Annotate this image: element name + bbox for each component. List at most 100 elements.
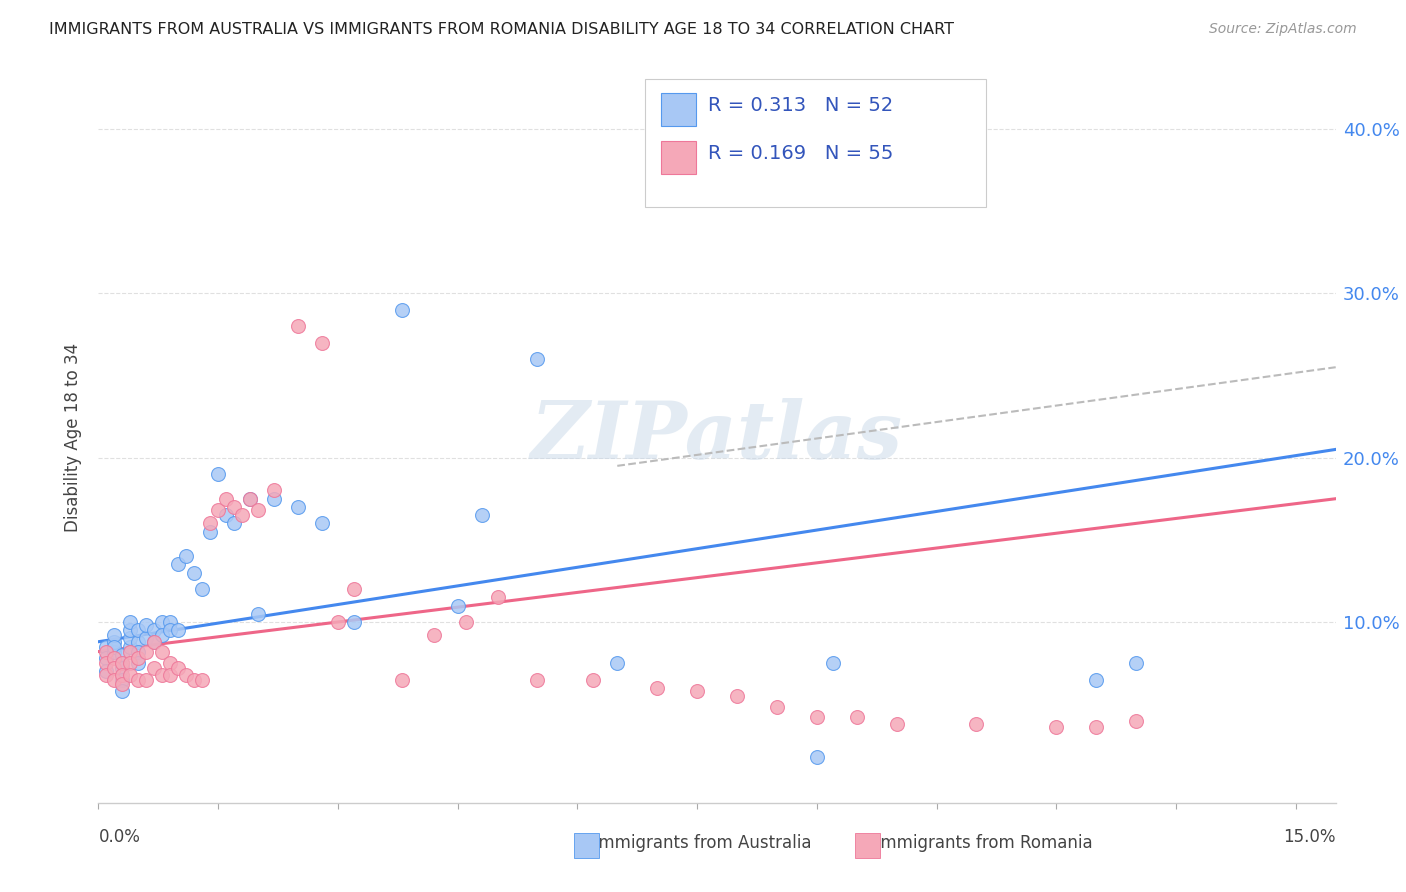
Point: [111, 656, 134, 670]
Point: [96, 640, 118, 654]
Point: [224, 500, 246, 514]
Point: [966, 717, 988, 731]
Point: [159, 624, 181, 638]
Point: [454, 615, 477, 629]
Point: [207, 467, 229, 481]
Point: [120, 615, 142, 629]
Point: [143, 634, 166, 648]
Point: [135, 632, 157, 646]
Point: [1125, 714, 1147, 728]
Point: [143, 661, 166, 675]
Point: [111, 677, 134, 691]
Point: [1085, 673, 1108, 687]
Point: [159, 667, 181, 681]
Point: [263, 483, 285, 498]
Text: 0.0%: 0.0%: [98, 828, 141, 846]
Point: [311, 335, 333, 350]
Point: [143, 624, 166, 638]
Point: [886, 717, 908, 731]
Point: [120, 624, 142, 638]
Text: ZIPatlas: ZIPatlas: [531, 399, 903, 475]
Point: [766, 700, 789, 714]
Point: [111, 673, 134, 687]
Point: [103, 634, 125, 648]
Point: [287, 500, 309, 514]
Point: [231, 508, 253, 523]
Point: [686, 684, 709, 698]
Point: [239, 491, 262, 506]
Point: [526, 673, 548, 687]
Point: [806, 749, 828, 764]
Point: [96, 665, 118, 679]
Point: [343, 582, 366, 596]
Point: [120, 656, 142, 670]
Point: [120, 667, 142, 681]
Point: [343, 615, 366, 629]
Y-axis label: Disability Age 18 to 34: Disability Age 18 to 34: [65, 343, 83, 532]
Point: [198, 524, 221, 539]
Point: [486, 591, 509, 605]
Point: [215, 491, 238, 506]
Point: [135, 644, 157, 658]
Point: [103, 640, 125, 654]
Point: [806, 710, 828, 724]
Point: [526, 351, 548, 366]
Point: [150, 667, 173, 681]
Point: [725, 689, 748, 703]
Point: [111, 667, 134, 681]
Point: [1045, 720, 1067, 734]
Point: [111, 684, 134, 698]
Point: [96, 644, 118, 658]
Point: [645, 681, 668, 695]
Bar: [661, 141, 696, 174]
Point: [103, 651, 125, 665]
Point: [183, 566, 205, 580]
Text: R = 0.313   N = 52: R = 0.313 N = 52: [709, 96, 894, 115]
Point: [471, 508, 494, 523]
Point: [167, 558, 190, 572]
Point: [224, 516, 246, 531]
Point: [127, 673, 149, 687]
Point: [606, 656, 628, 670]
Point: [821, 656, 844, 670]
Point: [159, 656, 181, 670]
Point: [263, 491, 285, 506]
Point: [239, 491, 262, 506]
Point: [311, 516, 333, 531]
Point: [845, 710, 868, 724]
Point: [215, 508, 238, 523]
Point: [198, 516, 221, 531]
Point: [247, 503, 270, 517]
Point: [247, 607, 270, 621]
Point: [143, 634, 166, 648]
Point: [103, 673, 125, 687]
Point: [103, 644, 125, 658]
Point: [150, 615, 173, 629]
Point: [582, 673, 605, 687]
Point: [127, 634, 149, 648]
Point: [127, 624, 149, 638]
Point: [287, 319, 309, 334]
Point: [207, 503, 229, 517]
Point: [326, 615, 349, 629]
Point: [159, 615, 181, 629]
Point: [111, 656, 134, 670]
Text: 15.0%: 15.0%: [1284, 828, 1336, 846]
Point: [1125, 656, 1147, 670]
Text: R = 0.169   N = 55: R = 0.169 N = 55: [709, 144, 894, 162]
Point: [391, 673, 413, 687]
Point: [103, 628, 125, 642]
FancyBboxPatch shape: [645, 78, 986, 207]
Point: [120, 632, 142, 646]
Point: [135, 673, 157, 687]
Point: [120, 644, 142, 658]
Point: [391, 302, 413, 317]
Text: Source: ZipAtlas.com: Source: ZipAtlas.com: [1209, 22, 1357, 37]
Point: [111, 648, 134, 662]
Point: [135, 618, 157, 632]
Point: [96, 667, 118, 681]
Point: [191, 673, 214, 687]
Bar: [661, 94, 696, 127]
Point: [111, 661, 134, 675]
Point: [127, 656, 149, 670]
